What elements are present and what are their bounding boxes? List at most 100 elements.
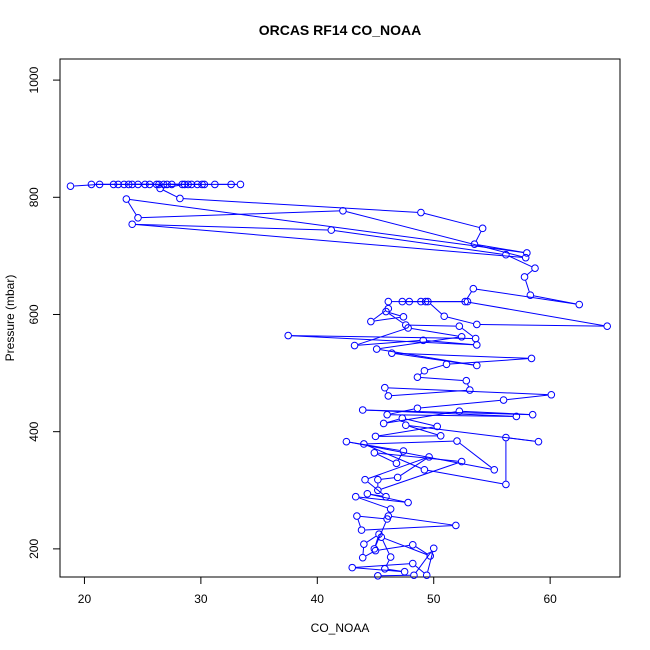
data-point xyxy=(120,180,128,189)
data-point xyxy=(520,273,529,281)
data-point xyxy=(381,564,389,573)
y-axis-label: Pressure (mbar) xyxy=(3,275,17,362)
data-point xyxy=(370,448,379,457)
series-segment xyxy=(507,394,548,401)
data-point xyxy=(421,297,430,306)
series-segment xyxy=(358,340,420,346)
data-point xyxy=(384,297,393,306)
series-segment xyxy=(508,255,532,268)
series-segment xyxy=(127,201,137,216)
data-point xyxy=(469,284,478,293)
data-point xyxy=(422,571,431,580)
series-segment xyxy=(377,453,394,463)
data-point xyxy=(360,540,368,548)
series-segment xyxy=(163,189,177,198)
data-point xyxy=(404,324,412,332)
series-co-noaa xyxy=(66,180,611,580)
data-point xyxy=(184,180,192,189)
data-point xyxy=(399,313,408,321)
data-point xyxy=(211,180,219,189)
data-point xyxy=(227,180,235,189)
data-point xyxy=(502,480,510,489)
data-point xyxy=(141,180,149,189)
series-segment xyxy=(385,390,388,393)
series-segment xyxy=(509,437,535,442)
data-point xyxy=(66,182,75,190)
data-point xyxy=(398,414,407,423)
series-segment xyxy=(468,301,604,327)
series-segment xyxy=(385,560,390,566)
series-segment xyxy=(135,223,328,231)
data-point xyxy=(575,300,584,309)
series-segment xyxy=(349,441,491,470)
data-point xyxy=(383,410,391,419)
data-point xyxy=(490,465,499,474)
series-segment xyxy=(430,303,442,315)
x-tick-label: 30 xyxy=(194,592,208,606)
data-point xyxy=(603,322,611,331)
chart-title: ORCAS RF14 CO_NOAA xyxy=(259,22,422,38)
x-tick-label: 20 xyxy=(78,592,92,606)
series-segment xyxy=(459,442,492,468)
series-segment xyxy=(74,184,97,187)
series-segment xyxy=(377,452,459,462)
data-point xyxy=(399,447,408,455)
data-point xyxy=(370,545,379,553)
series-segment xyxy=(420,399,501,409)
data-point xyxy=(400,567,409,576)
data-point xyxy=(462,376,471,385)
data-point xyxy=(339,206,347,215)
series-segment xyxy=(135,224,523,258)
data-point xyxy=(178,180,187,189)
series-segment xyxy=(366,535,377,543)
data-point xyxy=(442,360,451,369)
x-axis-label: CO_NOAA xyxy=(311,621,370,635)
data-point xyxy=(361,475,369,484)
data-point xyxy=(425,453,433,461)
data-point xyxy=(236,180,245,189)
series-segment xyxy=(475,231,482,242)
data-point xyxy=(371,432,380,441)
series-segment xyxy=(391,389,467,397)
series-segment xyxy=(388,387,548,396)
series-segment xyxy=(378,426,434,437)
data-point xyxy=(358,553,367,562)
series-segment xyxy=(334,230,503,255)
data-point xyxy=(198,180,206,189)
series-segment xyxy=(427,551,434,572)
data-point xyxy=(452,521,460,530)
data-point xyxy=(388,349,396,357)
data-point xyxy=(382,492,390,501)
data-point xyxy=(413,404,422,413)
data-point xyxy=(163,180,171,189)
series-segment xyxy=(415,565,425,574)
data-point xyxy=(523,249,531,257)
series-segment xyxy=(427,469,503,485)
series-segment xyxy=(367,440,454,445)
y-tick-label: 200 xyxy=(27,539,41,559)
data-point xyxy=(455,407,464,415)
data-point xyxy=(384,392,393,400)
series-segment xyxy=(526,270,533,276)
series-segment xyxy=(461,327,474,337)
data-point xyxy=(134,213,142,222)
data-point xyxy=(499,396,508,404)
series-segment xyxy=(366,409,530,416)
data-point xyxy=(472,320,481,329)
data-point xyxy=(457,332,466,341)
plot-frame xyxy=(59,58,621,578)
series-segment xyxy=(427,364,444,371)
series-segment xyxy=(424,212,480,228)
data-point xyxy=(419,336,428,345)
data-point xyxy=(128,180,136,189)
series-segment xyxy=(129,199,524,253)
data-point xyxy=(124,180,133,189)
data-point xyxy=(374,572,382,580)
series-segment xyxy=(346,211,523,258)
data-point xyxy=(350,341,359,350)
series-segment xyxy=(365,551,373,557)
series-segment xyxy=(405,418,434,427)
data-point xyxy=(453,437,461,445)
data-point xyxy=(327,226,336,234)
data-point xyxy=(408,559,417,568)
